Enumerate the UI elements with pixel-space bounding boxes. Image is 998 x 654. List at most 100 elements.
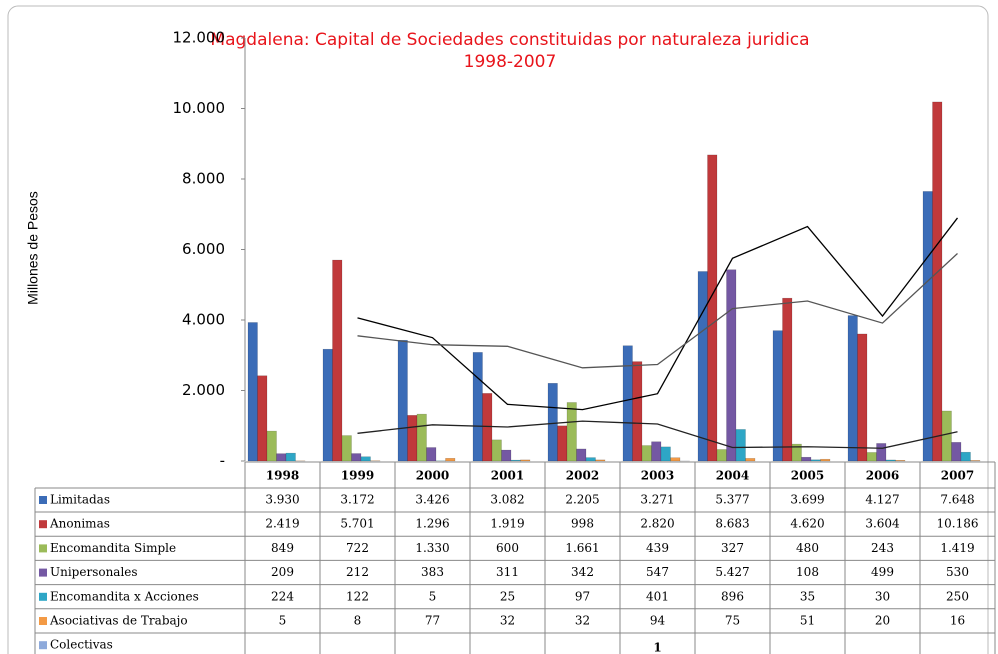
legend-label: Asociativas de Trabajo — [49, 614, 188, 628]
trendline — [357, 252, 958, 369]
data-label: 20 — [875, 614, 890, 628]
bar — [585, 457, 596, 462]
bar — [247, 322, 258, 462]
data-label: 1.919 — [490, 517, 524, 531]
bar — [520, 459, 531, 462]
legend-key — [39, 641, 47, 650]
y-tick-label: 12.000 — [173, 29, 226, 47]
bar — [922, 191, 933, 462]
data-label: 75 — [725, 614, 740, 628]
data-label: 4.620 — [790, 517, 824, 531]
legend-key — [39, 544, 47, 553]
data-label: 2.419 — [265, 517, 299, 531]
bar — [341, 435, 352, 462]
data-label: 5.377 — [715, 493, 749, 507]
data-label: 209 — [271, 565, 294, 579]
bar — [557, 425, 568, 462]
y-tick-label: - — [220, 452, 225, 470]
bar — [772, 330, 783, 462]
legend-key — [39, 520, 47, 529]
data-label: 5.701 — [340, 517, 374, 531]
bar — [820, 458, 831, 462]
data-label: 3.930 — [265, 493, 299, 507]
data-label: 32 — [500, 614, 515, 628]
legend-label: Encomandita x Acciones — [50, 589, 199, 603]
bar — [351, 453, 362, 462]
data-label: 10.186 — [937, 517, 979, 531]
x-tick-label: 1999 — [341, 469, 374, 483]
bar — [276, 453, 287, 462]
data-label: 108 — [796, 565, 819, 579]
x-tick-label: 2007 — [941, 469, 974, 483]
chart-subtitle: 1998-2007 — [464, 52, 557, 72]
bar — [941, 410, 952, 462]
x-tick-label: 2001 — [491, 469, 524, 483]
data-label: 51 — [800, 614, 815, 628]
x-tick-label: 2002 — [566, 469, 599, 483]
data-label: 1.661 — [565, 541, 599, 555]
x-tick-label: 2006 — [866, 469, 899, 483]
y-tick-label: 4.000 — [182, 311, 225, 329]
data-label: 30 — [875, 589, 890, 603]
y-tick-label: 8.000 — [182, 170, 225, 188]
x-tick-label: 2000 — [416, 469, 449, 483]
data-label: 1.419 — [940, 541, 974, 555]
bar — [266, 430, 277, 462]
data-label: 311 — [496, 565, 519, 579]
data-label: 224 — [271, 589, 294, 603]
bar — [632, 361, 643, 462]
y-tick-label: 6.000 — [182, 240, 225, 258]
data-label: 8.683 — [715, 517, 749, 531]
bar — [360, 456, 371, 462]
data-label: 530 — [946, 565, 969, 579]
data-label: 499 — [871, 565, 894, 579]
y-tick-label: 2.000 — [182, 381, 225, 399]
bar — [876, 443, 887, 462]
bar — [782, 297, 793, 462]
bar — [791, 443, 802, 462]
data-label: 212 — [346, 565, 369, 579]
bar — [641, 445, 652, 462]
data-label: 4.127 — [865, 493, 899, 507]
data-label: 5.427 — [715, 565, 749, 579]
bar — [932, 101, 943, 462]
bar — [866, 452, 877, 462]
data-label: 243 — [871, 541, 894, 555]
x-tick-label: 1998 — [266, 469, 299, 483]
data-label: 5 — [279, 614, 287, 628]
data-label: 327 — [721, 541, 744, 555]
data-label: 2.205 — [565, 493, 599, 507]
bar — [951, 442, 962, 462]
data-label: 3.172 — [340, 493, 374, 507]
bar — [960, 451, 971, 462]
bar — [547, 383, 558, 462]
trendline — [357, 217, 959, 411]
bar — [847, 315, 858, 462]
bar — [257, 375, 268, 462]
bar — [472, 352, 483, 462]
bar — [801, 456, 812, 462]
chart-title: Magdalena: Capital de Sociedades constit… — [210, 30, 809, 50]
bar — [660, 446, 671, 462]
data-label: 401 — [646, 589, 669, 603]
bar — [716, 449, 727, 462]
data-label: 5 — [429, 589, 437, 603]
data-label: 480 — [796, 541, 819, 555]
bar — [595, 459, 606, 462]
legend-key — [39, 568, 47, 577]
data-label: 547 — [646, 565, 669, 579]
data-label: 896 — [721, 589, 744, 603]
legend-key — [39, 617, 47, 625]
bar — [895, 460, 906, 462]
bar — [576, 448, 587, 462]
bar — [285, 452, 296, 462]
bar — [670, 457, 681, 462]
data-label: 998 — [571, 517, 594, 531]
bar — [726, 269, 737, 462]
bar — [745, 458, 756, 462]
bar — [566, 402, 577, 462]
bar — [970, 460, 981, 462]
legend-key — [39, 592, 47, 601]
data-label: 342 — [571, 565, 594, 579]
data-label: 849 — [271, 541, 294, 555]
